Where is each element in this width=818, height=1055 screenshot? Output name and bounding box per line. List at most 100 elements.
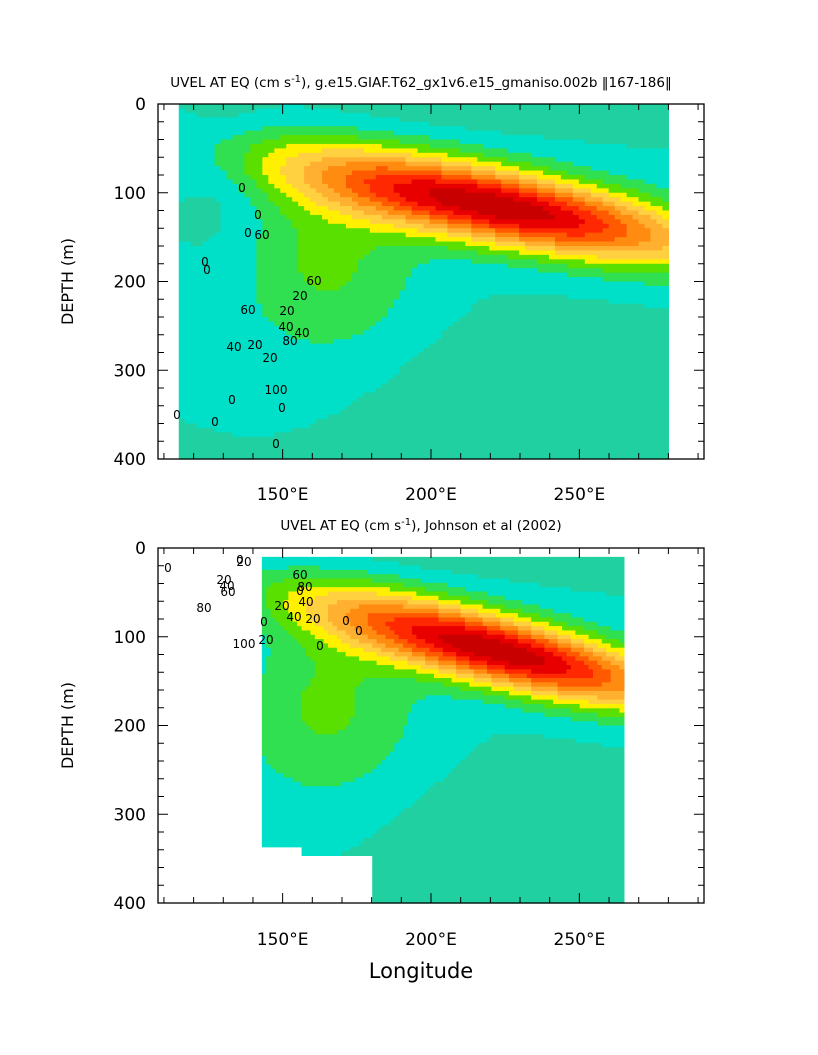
field-cell [477, 432, 484, 438]
field-cell [292, 179, 299, 185]
field-cell [525, 152, 532, 158]
field-cell [483, 423, 490, 429]
field-cell [280, 166, 287, 172]
field-cell [286, 410, 293, 416]
field-cell [292, 423, 299, 429]
field-cell [339, 303, 347, 309]
field-cell [507, 188, 514, 194]
field-cell [459, 436, 466, 442]
field-cell [363, 152, 371, 158]
field-cell [393, 427, 401, 433]
field-cell [339, 272, 347, 278]
field-cell [483, 405, 490, 411]
field-cell [363, 383, 371, 389]
field-cell [447, 330, 455, 336]
field-cell [244, 427, 252, 433]
field-cell [178, 201, 186, 207]
field-cell [543, 414, 550, 420]
field-cell [393, 330, 401, 336]
field-cell [537, 170, 544, 176]
field-cell [298, 423, 305, 429]
field-cell [387, 352, 395, 358]
field-cell [226, 290, 234, 296]
field-cell [208, 130, 216, 136]
field-cell [196, 383, 204, 389]
field-cell [256, 294, 263, 300]
field-cell [471, 263, 478, 269]
field-cell [441, 179, 449, 185]
field-cell [459, 259, 466, 265]
field-cell [519, 294, 526, 300]
field-cell [513, 321, 520, 327]
field-cell [411, 170, 419, 176]
field-cell [363, 445, 371, 451]
field-cell [256, 143, 263, 149]
field-cell [316, 148, 323, 154]
field-cell [441, 219, 449, 225]
field-cell [196, 441, 204, 447]
field-cell [226, 343, 234, 349]
field-cell [513, 374, 520, 380]
field-cell [345, 348, 353, 354]
field-cell [286, 374, 293, 380]
field-cell [387, 259, 395, 265]
field-cell [489, 121, 496, 127]
field-cell [339, 166, 347, 172]
field-cell [507, 206, 514, 212]
field-cell [387, 139, 395, 145]
field-cell [489, 246, 496, 252]
field-cell [423, 441, 431, 447]
field-cell [525, 206, 532, 212]
field-cell [310, 299, 317, 305]
field-cell [214, 228, 222, 234]
field-cell [501, 281, 508, 287]
field-cell [537, 135, 544, 141]
field-cell [310, 325, 317, 331]
field-cell [310, 405, 317, 411]
field-cell [471, 401, 478, 407]
field-cell [202, 117, 210, 123]
field-cell [292, 396, 299, 402]
field-cell [220, 427, 228, 433]
field-cell [238, 348, 246, 354]
field-cell [184, 405, 192, 411]
field-cell [465, 170, 472, 176]
field-cell [495, 175, 502, 181]
field-cell [286, 166, 293, 172]
field-cell [435, 321, 443, 327]
field-cell [531, 445, 538, 451]
field-cell [387, 143, 395, 149]
field-cell [357, 201, 365, 207]
field-cell [226, 214, 234, 220]
field-cell [351, 108, 359, 114]
field-cell [387, 374, 395, 380]
field-cell [322, 343, 329, 349]
field-cell [501, 396, 508, 402]
field-cell [250, 232, 257, 238]
field-cell [244, 343, 252, 349]
field-cell [465, 192, 472, 198]
field-cell [334, 441, 341, 447]
field-cell [513, 219, 520, 225]
field-cell [447, 414, 455, 420]
field-cell [226, 237, 234, 243]
field-cell [286, 396, 293, 402]
field-cell [250, 450, 257, 456]
field-cell [477, 454, 484, 460]
field-cell [411, 392, 419, 398]
field-cell [220, 179, 228, 185]
field-cell [405, 237, 413, 243]
field-cell [345, 250, 353, 256]
field-cell [429, 228, 437, 234]
field-cell [507, 392, 514, 398]
field-cell [250, 219, 257, 225]
field-cell [351, 112, 359, 118]
field-cell [256, 330, 263, 336]
field-cell [399, 263, 407, 269]
field-cell [525, 334, 532, 340]
field-cell [381, 334, 389, 340]
field-cell [238, 183, 246, 189]
field-cell [477, 370, 484, 376]
field-cell [351, 365, 359, 371]
field-cell [238, 334, 246, 340]
